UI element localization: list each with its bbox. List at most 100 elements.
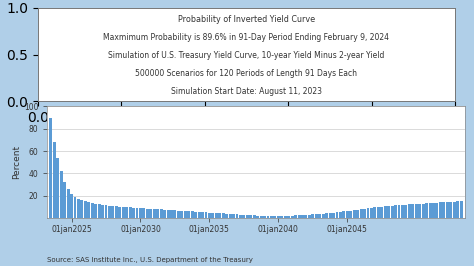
Bar xyxy=(308,215,311,218)
Bar xyxy=(60,171,63,218)
Bar xyxy=(149,209,152,218)
Bar xyxy=(304,215,308,218)
Bar xyxy=(173,210,176,218)
Bar xyxy=(125,207,128,218)
Bar xyxy=(70,194,73,218)
Bar xyxy=(132,208,135,218)
Bar xyxy=(194,212,197,218)
Bar xyxy=(273,217,276,218)
Bar xyxy=(253,215,255,218)
Bar xyxy=(336,212,338,218)
Bar xyxy=(391,206,393,218)
Bar xyxy=(263,216,266,218)
Bar xyxy=(115,206,118,218)
Bar xyxy=(94,203,97,218)
Bar xyxy=(67,189,70,218)
Bar xyxy=(56,158,59,218)
Bar xyxy=(436,203,438,218)
Bar xyxy=(136,208,138,218)
Bar xyxy=(177,210,180,218)
Bar xyxy=(339,212,342,218)
Bar xyxy=(256,216,259,218)
Bar xyxy=(384,206,387,218)
Bar xyxy=(425,203,428,218)
Bar xyxy=(298,215,301,218)
Bar xyxy=(201,212,204,218)
Bar xyxy=(242,215,246,218)
Bar xyxy=(91,203,94,218)
Bar xyxy=(439,202,442,218)
Bar xyxy=(198,212,201,218)
Bar xyxy=(204,212,208,218)
Bar xyxy=(456,201,459,218)
Bar xyxy=(401,205,404,218)
Bar xyxy=(84,201,87,218)
Bar xyxy=(442,202,445,218)
Bar xyxy=(128,207,132,218)
Text: Maxmimum Probability is 89.6% in 91-Day Period Ending February 9, 2024: Maxmimum Probability is 89.6% in 91-Day … xyxy=(103,33,390,42)
Bar xyxy=(108,206,111,218)
Bar xyxy=(49,118,52,218)
Bar xyxy=(101,205,104,218)
Bar xyxy=(266,216,270,218)
Bar xyxy=(143,208,146,218)
Bar xyxy=(398,205,401,218)
Bar xyxy=(322,214,325,218)
Bar xyxy=(270,217,273,218)
Bar xyxy=(249,215,252,218)
Bar xyxy=(170,210,173,218)
Bar xyxy=(453,202,456,218)
Bar xyxy=(411,204,414,218)
Bar xyxy=(366,208,369,218)
Bar xyxy=(163,210,166,218)
Text: Probability of Inverted Yield Curve: Probability of Inverted Yield Curve xyxy=(178,15,315,24)
Bar xyxy=(287,216,290,218)
Bar xyxy=(232,214,235,218)
Bar xyxy=(111,206,114,218)
Bar xyxy=(460,201,463,218)
Bar xyxy=(160,209,163,218)
Bar xyxy=(374,207,376,218)
Bar xyxy=(346,211,349,218)
Bar xyxy=(422,203,425,218)
Bar xyxy=(98,204,100,218)
Bar xyxy=(246,215,249,218)
Bar xyxy=(166,210,170,218)
Bar xyxy=(415,204,418,218)
Bar xyxy=(215,213,218,218)
Bar xyxy=(184,211,187,218)
Bar xyxy=(418,204,421,218)
Bar xyxy=(187,211,190,218)
Bar xyxy=(360,209,363,218)
Bar xyxy=(363,209,366,218)
Bar xyxy=(318,214,321,218)
Bar xyxy=(277,216,280,218)
Bar xyxy=(332,213,335,218)
Bar xyxy=(370,208,373,218)
Bar xyxy=(191,211,194,218)
Text: Source: SAS Institute Inc., U.S. Department of the Treasury: Source: SAS Institute Inc., U.S. Departm… xyxy=(47,257,253,263)
Text: 500000 Scenarios for 120 Periods of Length 91 Days Each: 500000 Scenarios for 120 Periods of Leng… xyxy=(136,69,357,78)
Bar xyxy=(105,205,108,218)
Bar xyxy=(53,142,56,218)
Bar xyxy=(408,205,411,218)
Bar xyxy=(328,213,331,218)
Bar xyxy=(394,205,397,218)
Bar xyxy=(153,209,156,218)
Bar xyxy=(181,211,183,218)
Bar xyxy=(156,209,159,218)
Bar xyxy=(404,205,407,218)
Bar xyxy=(291,216,293,218)
Bar xyxy=(63,182,66,218)
Bar xyxy=(219,213,221,218)
Y-axis label: Percent: Percent xyxy=(12,145,21,179)
Bar xyxy=(449,202,452,218)
Bar xyxy=(428,203,431,218)
Bar xyxy=(260,216,263,218)
Bar xyxy=(225,214,228,218)
Bar xyxy=(301,215,304,218)
Bar xyxy=(139,208,142,218)
Bar xyxy=(228,214,232,218)
Bar xyxy=(377,207,380,218)
Bar xyxy=(211,213,214,218)
